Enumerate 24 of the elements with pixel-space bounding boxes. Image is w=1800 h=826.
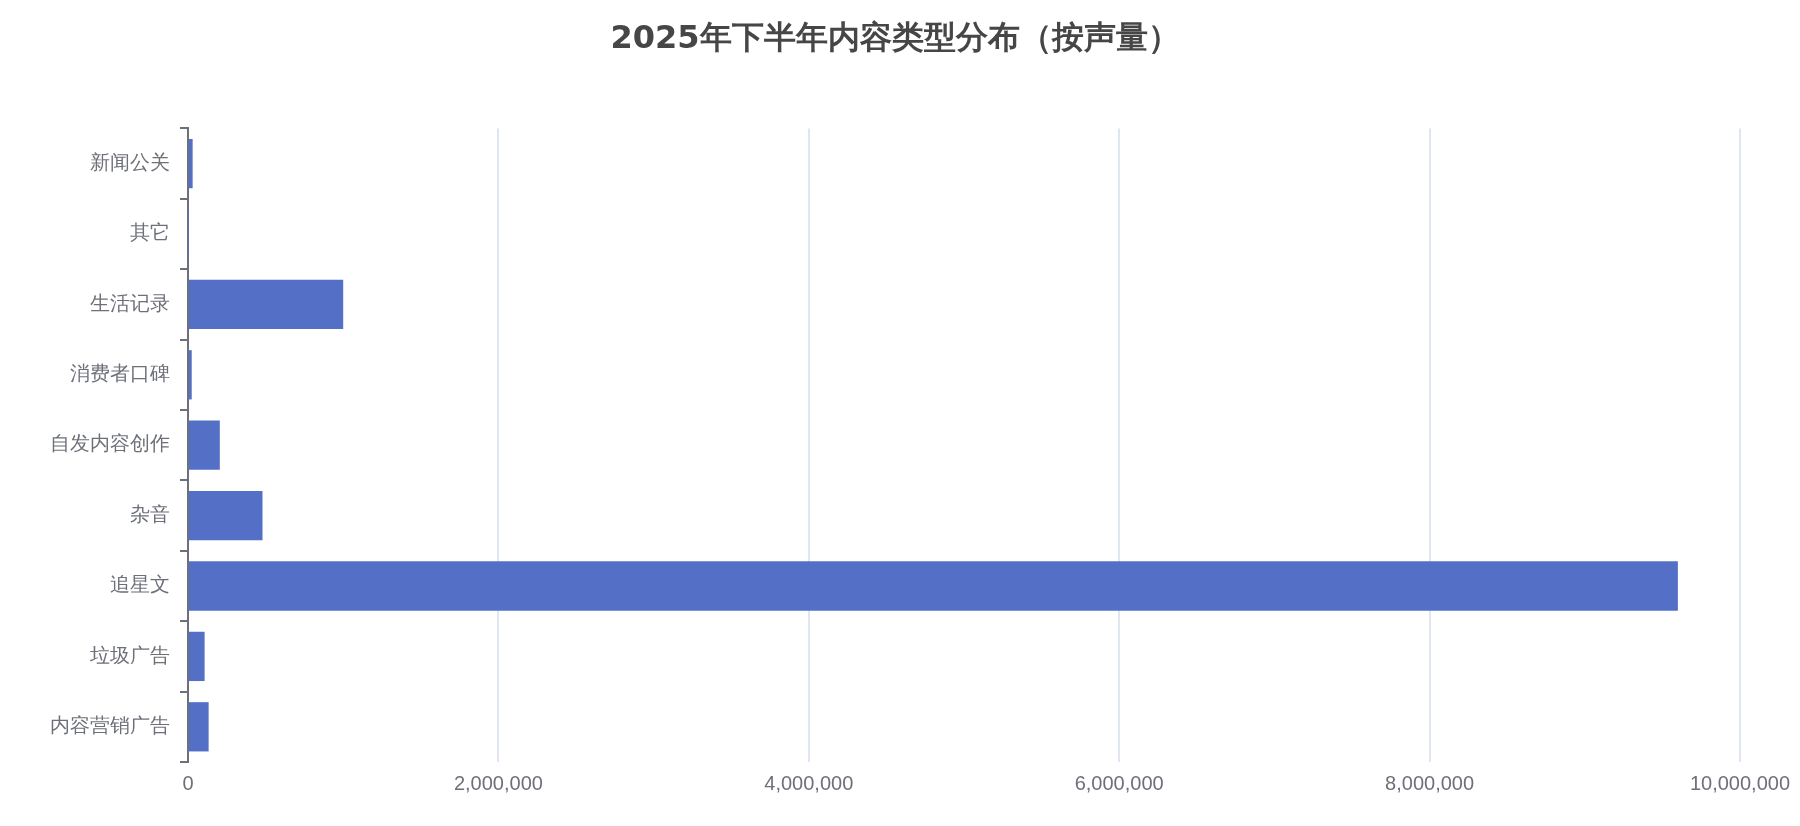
bar [189,561,1678,611]
bar [189,420,220,470]
y-tick-label: 自发内容创作 [50,431,170,456]
bar [189,350,192,400]
bar [189,702,209,752]
bar [189,490,263,541]
bar [189,279,344,330]
y-tick-label: 内容营销广告 [50,713,170,737]
x-tick-label: 8,000,000 [1385,771,1475,794]
y-tick-label: 生活记录 [90,290,170,315]
y-tick-label: 追星文 [110,572,170,597]
x-tick-label: 4,000,000 [764,771,854,794]
y-tick-label: 其它 [130,220,170,245]
bar [189,631,205,682]
y-tick-label: 消费者口碑 [70,361,170,385]
y-tick-label: 杂音 [130,501,170,526]
x-tick-label: 0 [182,771,194,794]
y-tick-label: 垃圾广告 [89,642,170,667]
y-tick-label: 新闻公关 [90,149,170,174]
bar [189,138,193,189]
x-tick-label: 6,000,000 [1074,771,1164,794]
x-tick-label: 2,000,000 [453,771,543,794]
chart-title: 2025年下半年内容类型分布（按声量） [610,17,1180,56]
x-tick-label: 10,000,000 [1689,771,1791,794]
